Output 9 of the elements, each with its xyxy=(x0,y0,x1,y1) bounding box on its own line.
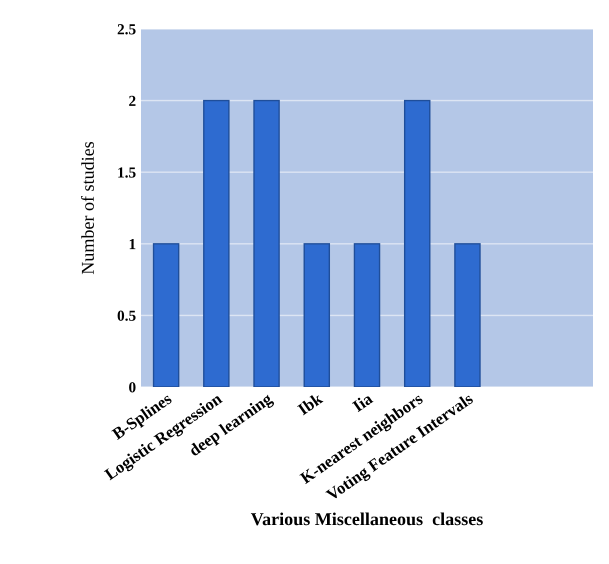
y-tick-label: 0 xyxy=(129,382,136,392)
x-axis-title: Various Miscellaneous classes xyxy=(250,512,483,526)
y-tick-label: 0.5 xyxy=(118,310,136,321)
y-tick-label: 2 xyxy=(129,96,136,106)
y-tick-label: 1.5 xyxy=(118,167,136,178)
y-tick-label: 1 xyxy=(130,239,136,250)
y-tick-label: 2.5 xyxy=(118,24,136,35)
x-tick-label: Ibk xyxy=(296,392,324,416)
y-axis-title: Number of studies xyxy=(81,142,94,274)
